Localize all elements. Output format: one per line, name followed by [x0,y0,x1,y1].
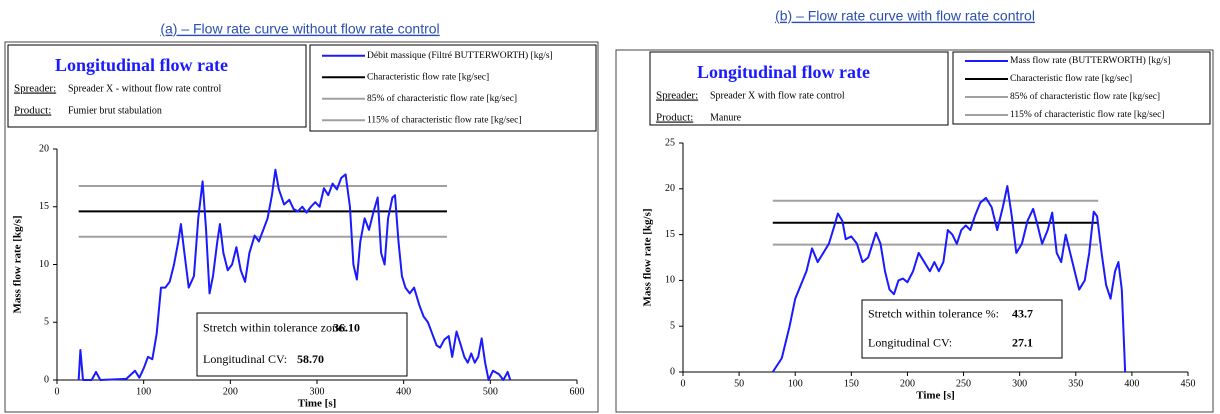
legend-box [952,51,1211,125]
y-tick-label: 20 [665,183,675,194]
annotation-label: Longitudinal CV: [203,352,287,366]
x-tick-label: 600 [570,386,585,397]
info-box [7,44,307,128]
x-tick-label: 200 [900,378,915,389]
y-tick-label: 10 [39,259,49,270]
spreader-label: Spreader: [14,83,56,95]
series-line [77,168,512,381]
product: Manure [710,112,742,123]
x-tick-label: 200 [223,386,238,397]
product: Fumier brut stabulation [68,105,162,116]
panel-frame [4,41,599,413]
legend-label: Mass flow rate (BUTTERWORTH) [kg/s] [1010,55,1170,66]
product-label: Product: [14,105,51,117]
y-tick-label: 25 [665,137,675,148]
x-tick-label: 0 [681,378,686,389]
annotation-box [861,299,1063,359]
y-tick-label: 0 [670,366,675,377]
spreader-label: Spreader: [656,90,698,102]
legend-label: Characteristic flow rate [kg/sec] [367,71,489,82]
x-tick-label: 350 [1068,378,1083,389]
x-tick-label: 300 [1012,378,1027,389]
y-tick-label: 20 [39,143,49,154]
x-tick-label: 150 [844,378,859,389]
x-tick-label: 400 [396,386,411,397]
annotation-box [196,312,408,377]
legend-box [309,44,597,132]
spreader: Spreader X with flow rate control [710,90,845,101]
spreader: Spreader X - without flow rate control [68,83,222,94]
y-tick-label: 15 [665,229,675,240]
info-box [649,51,949,126]
x-axis-label: Time [s] [916,390,955,402]
annotation-value: 43.7 [1012,306,1033,320]
x-axis-label: Time [s] [298,398,337,410]
y-tick-label: 10 [665,275,675,286]
legend-label: 85% of characteristic flow rate [kg/sec] [367,93,517,104]
annotation-label: Longitudinal CV: [868,335,952,349]
annotation-label: Stretch within tolerance %: [868,306,999,320]
x-tick-label: 500 [483,386,498,397]
annotation-label: Stretch within tolerance zone: [203,321,347,335]
x-tick-label: 0 [55,386,60,397]
legend-label: 85% of characteristic flow rate [kg/sec] [1010,91,1160,102]
x-tick-label: 300 [310,386,325,397]
y-axis-label: Mass flow rate [kg/s] [12,215,24,313]
y-tick-label: 0 [44,374,49,385]
series-line [771,185,1127,373]
x-tick-label: 450 [1181,378,1196,389]
legend-label: 115% of characteristic flow rate [kg/sec… [1010,109,1164,120]
panel-frame [615,49,1214,413]
x-tick-label: 100 [136,386,151,397]
x-tick-label: 100 [788,378,803,389]
annotation-value: 58.70 [297,352,324,366]
annotation-value: 27.1 [1012,335,1033,349]
y-tick-label: 5 [44,317,49,328]
panel-title: Longitudinal flow rate [55,55,228,75]
legend-label: 115% of characteristic flow rate [kg/sec… [367,114,521,125]
x-tick-label: 50 [734,378,744,389]
product-label: Product: [656,112,693,124]
x-tick-label: 400 [1124,378,1139,389]
chart-title: (b) – Flow rate curve with flow rate con… [775,8,1035,24]
chart-title: (a) – Flow rate curve without flow rate … [160,21,439,37]
y-tick-label: 15 [39,201,49,212]
legend-label: Débit massique (Filtré BUTTERWORTH) [kg/… [367,50,553,61]
y-tick-label: 5 [670,320,675,331]
x-tick-label: 250 [956,378,971,389]
panel-title: Longitudinal flow rate [697,62,870,82]
legend-label: Characteristic flow rate [kg/sec] [1010,73,1132,84]
y-axis-label: Mass flow rate [kg/s] [642,208,654,306]
annotation-value: 36.10 [333,321,360,335]
